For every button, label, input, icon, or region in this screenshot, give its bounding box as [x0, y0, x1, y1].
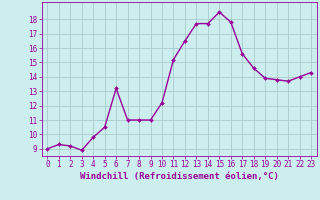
X-axis label: Windchill (Refroidissement éolien,°C): Windchill (Refroidissement éolien,°C)	[80, 172, 279, 181]
